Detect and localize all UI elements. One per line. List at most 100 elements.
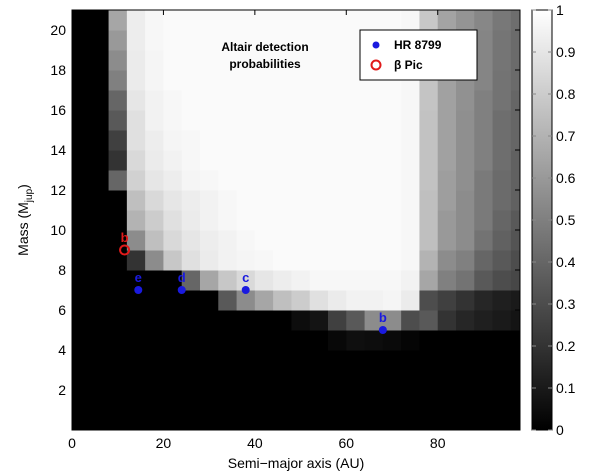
- y-axis-label-end: ): [15, 184, 31, 189]
- heatmap-cell: [72, 90, 91, 111]
- heatmap-cell: [510, 130, 521, 151]
- heatmap-cell: [437, 150, 457, 171]
- heatmap-cell: [419, 110, 439, 131]
- heatmap-cell: [382, 330, 402, 351]
- heatmap-cell: [474, 50, 494, 71]
- heatmap-cell: [510, 390, 521, 411]
- heatmap-cell: [181, 210, 201, 231]
- heatmap-cell: [72, 50, 91, 71]
- heatmap-cell: [346, 270, 366, 291]
- heatmap-cell: [419, 390, 439, 411]
- heatmap-cell: [510, 30, 521, 51]
- heatmap-cell: [492, 10, 512, 31]
- heatmap-cell: [218, 290, 238, 311]
- heatmap-cell: [90, 50, 110, 71]
- heatmap-cell: [492, 310, 512, 331]
- heatmap-cell: [273, 30, 292, 51]
- plot-frame: [71, 9, 521, 431]
- heatmap-cell: [145, 290, 164, 311]
- heatmap-cell: [456, 210, 475, 231]
- heatmap-cell: [364, 370, 384, 391]
- heatmap-cell: [419, 350, 439, 371]
- heatmap-cell: [437, 170, 457, 191]
- heatmap-cell: [254, 110, 274, 131]
- heatmap-cell: [72, 170, 91, 191]
- heatmap-cell: [456, 130, 475, 151]
- heatmap-cell: [236, 210, 256, 231]
- heatmap-cell: [382, 110, 402, 131]
- heatmap-cell: [181, 270, 201, 291]
- heatmap-cell: [218, 110, 238, 131]
- heatmap-cell: [474, 370, 494, 391]
- heatmap-cell: [163, 230, 183, 251]
- heatmap-cell: [126, 230, 146, 251]
- heatmap-cell: [181, 250, 201, 271]
- heatmap-cell: [200, 70, 219, 91]
- heatmap-cell: [456, 150, 475, 171]
- heatmap-cell: [510, 310, 521, 331]
- heatmap-cell: [510, 90, 521, 111]
- heatmap-cell: [108, 210, 128, 231]
- colorbar-ticks: 0 0.1 0.2 0.3 0.4 0.5 0.6 0.7 0.8 0.9 1: [532, 2, 576, 438]
- x-axis-label: Semi−major axis (AU): [228, 455, 365, 471]
- y-axis-label-main: Mass (M: [15, 202, 31, 256]
- heatmap-cell: [437, 250, 457, 271]
- heatmap-cell: [200, 330, 219, 351]
- heatmap-cell: [181, 50, 201, 71]
- heatmap-cell: [328, 50, 347, 71]
- heatmap-cell: [364, 190, 384, 211]
- heatmap-cell: [273, 350, 292, 371]
- heatmap-cell: [510, 230, 521, 251]
- heatmap-cell: [437, 350, 457, 371]
- heatmap-cell: [382, 410, 402, 431]
- heatmap-cell: [273, 370, 292, 391]
- heatmap-cell: [236, 350, 256, 371]
- heatmap-cell: [346, 90, 366, 111]
- heatmap-cell: [108, 10, 128, 31]
- heatmap-cell: [291, 110, 311, 131]
- heatmap-cell: [474, 230, 494, 251]
- heatmap-cell: [236, 130, 256, 151]
- heatmap-cell: [346, 110, 366, 131]
- y-tick-label: 4: [58, 342, 66, 358]
- heatmap-cell: [72, 370, 91, 391]
- heatmap-cell: [474, 350, 494, 371]
- heatmap-cell: [236, 290, 256, 311]
- heatmap-cell: [510, 330, 521, 351]
- heatmap-cell: [346, 330, 366, 351]
- heatmap-cell: [328, 130, 347, 151]
- heatmap-cell: [492, 190, 512, 211]
- heatmap-cell: [181, 130, 201, 151]
- heatmap-cell: [309, 330, 329, 351]
- heatmap-cell: [163, 270, 183, 291]
- heatmap-cell: [309, 210, 329, 231]
- heatmap-cell: [200, 90, 219, 111]
- heatmap-cell: [437, 210, 457, 231]
- heatmap-cell: [145, 110, 164, 131]
- heatmap-cell: [218, 150, 238, 171]
- heatmap-cell: [108, 390, 128, 411]
- heatmap-cell: [437, 410, 457, 431]
- heatmap-cell: [401, 190, 420, 211]
- heatmap-cell: [200, 190, 219, 211]
- heatmap-cell: [474, 290, 494, 311]
- heatmap-cell: [382, 310, 402, 331]
- heatmap-cell: [437, 270, 457, 291]
- heatmap-cell: [309, 30, 329, 51]
- heatmap-cell: [401, 330, 420, 351]
- heatmap-cell: [492, 270, 512, 291]
- heatmap-cell: [346, 230, 366, 251]
- heatmap-cell: [401, 310, 420, 331]
- heatmap-cell: [108, 330, 128, 351]
- heatmap-cell: [254, 210, 274, 231]
- y-axis-label-subscript: jup: [24, 188, 35, 203]
- heatmap-cell: [437, 230, 457, 251]
- heatmap-cell: [273, 170, 292, 191]
- legend-marker-beta-pic: [370, 59, 382, 71]
- heatmap-cell: [218, 190, 238, 211]
- heatmap-cell: [328, 330, 347, 351]
- heatmap-cell: [309, 410, 329, 431]
- heatmap-cell: [236, 70, 256, 91]
- colorbar-tick-label: 0.7: [556, 128, 576, 144]
